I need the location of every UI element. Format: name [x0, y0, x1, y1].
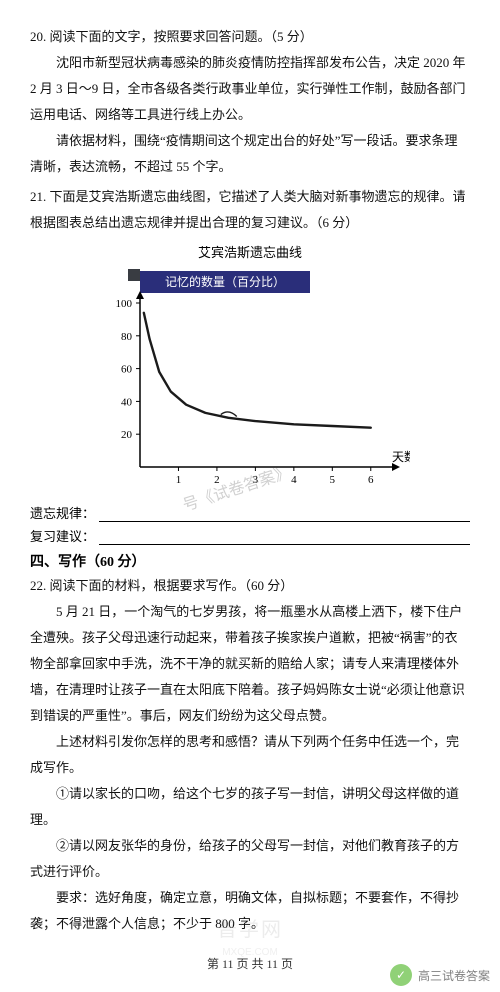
q21-blank-advice: 复习建议：: [30, 526, 470, 545]
svg-text:1: 1: [176, 474, 182, 486]
q20-head: 20. 阅读下面的文字，按照要求回答问题。（5 分）: [30, 24, 470, 50]
q22-para2: 上述材料引发你怎样的思考和感悟？请从下列两个任务中任选一个，完成写作。: [30, 729, 470, 781]
q21-curve-title: 艾宾浩斯遗忘曲线: [30, 242, 470, 261]
forgetting-curve-chart: 记忆的数量（百分比） 20 40 60 80 100 1 2 3 4 5 6 天数: [90, 265, 410, 495]
q21-blank-advice-label: 复习建议：: [30, 526, 95, 545]
svg-text:3: 3: [253, 474, 259, 486]
svg-text:6: 6: [368, 474, 374, 486]
svg-text:2: 2: [214, 474, 220, 486]
svg-text:记忆的数量（百分比）: 记忆的数量（百分比）: [165, 274, 285, 289]
q21-blank-advice-line[interactable]: [99, 531, 470, 545]
q22-requirements: 要求：选好角度，确定立意，明确文体，自拟标题；不要套作，不得抄袭；不得泄露个人信…: [30, 885, 470, 937]
svg-text:40: 40: [121, 396, 133, 408]
corner-overlay: ✓ 高三试卷答案: [390, 964, 490, 986]
svg-text:5: 5: [330, 474, 336, 486]
q22-option2: ②请以网友张华的身份，给孩子的父母写一封信，对他们教育孩子的方式进行评价。: [30, 833, 470, 885]
svg-text:100: 100: [116, 298, 133, 310]
q22-option1: ①请以家长的口吻，给这个七岁的孩子写一封信，讲明父母这样做的道理。: [30, 781, 470, 833]
q21-chart-wrap: 记忆的数量（百分比） 20 40 60 80 100 1 2 3 4 5 6 天数: [30, 265, 470, 495]
exam-page: 20. 阅读下面的文字，按照要求回答问题。（5 分） 沈阳市新型冠状病毒感染的肺…: [0, 0, 500, 992]
svg-text:60: 60: [121, 364, 133, 376]
q20-para1: 沈阳市新型冠状病毒感染的肺炎疫情防控指挥部发布公告，决定 2020 年 2 月 …: [30, 50, 470, 128]
wechat-icon: ✓: [390, 964, 412, 986]
q21-blank-rule-line[interactable]: [99, 508, 470, 522]
section4-label: 四、写作（60 分）: [30, 551, 470, 571]
svg-text:20: 20: [121, 429, 133, 441]
q22-para1: 5 月 21 日，一个淘气的七岁男孩，将一瓶墨水从高楼上洒下，楼下住户全遭殃。孩…: [30, 599, 470, 729]
svg-text:4: 4: [291, 474, 297, 486]
corner-overlay-text: 高三试卷答案: [418, 967, 490, 984]
svg-text:80: 80: [121, 331, 133, 343]
q20-para2: 请依据材料，围绕“疫情期间这个规定出台的好处”写一段话。要求条理清晰，表达流畅，…: [30, 128, 470, 180]
q21-blank-rule: 遗忘规律：: [30, 503, 470, 522]
q21-head: 21. 下面是艾宾浩斯遗忘曲线图，它描述了人类大脑对新事物遗忘的规律。请根据图表…: [30, 184, 470, 236]
svg-text:天数: 天数: [392, 449, 410, 464]
q22-head: 22. 阅读下面的材料，根据要求写作。（60 分）: [30, 573, 470, 599]
q21-blank-rule-label: 遗忘规律：: [30, 503, 95, 522]
